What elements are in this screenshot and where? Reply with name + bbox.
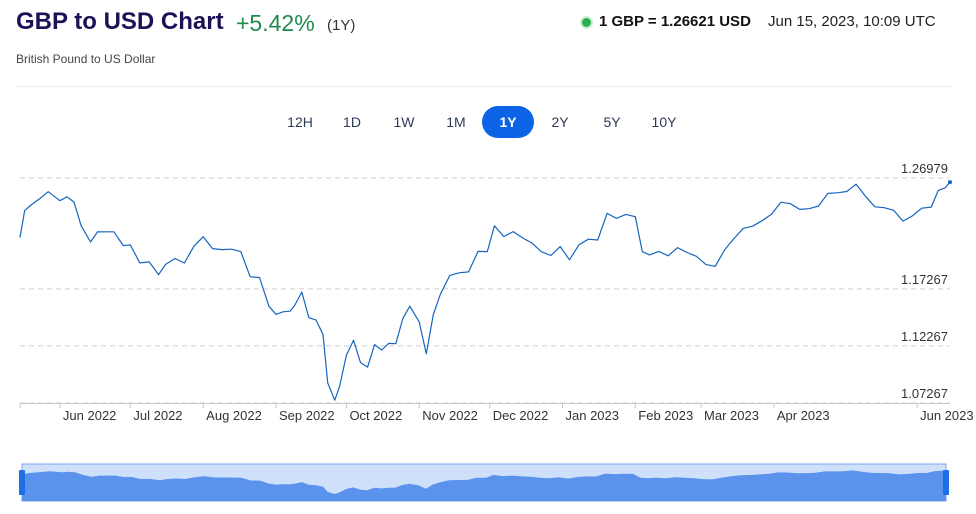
rate-timestamp: Jun 15, 2023, 10:09 UTC (768, 13, 936, 30)
x-tick-label: Jan 2023 (566, 408, 620, 423)
header-divider (16, 86, 954, 87)
x-tick-label: Jul 2022 (133, 408, 182, 423)
x-tick-label: Apr 2023 (777, 408, 830, 423)
y-tick-label: 1.12267 (901, 329, 948, 344)
live-status-icon (582, 18, 591, 27)
range-button-10y[interactable]: 10Y (651, 114, 677, 130)
x-tick-label: Sep 2022 (279, 408, 335, 423)
series-line (19, 181, 951, 401)
x-tick-label: Aug 2022 (206, 408, 262, 423)
x-tick-label: Dec 2022 (493, 408, 549, 423)
current-rate: 1 GBP = 1.26621 USD (599, 13, 751, 30)
navigator-left-handle[interactable] (19, 470, 25, 495)
x-tick-label: Jun 2023 (920, 408, 974, 423)
range-button-5y[interactable]: 5Y (603, 114, 621, 130)
x-tick-label: Jun 2022 (63, 408, 116, 423)
navigator-series-area (22, 470, 946, 501)
y-tick-label: 1.26979 (901, 161, 948, 176)
x-tick-label: Nov 2022 (422, 408, 478, 423)
x-tick-label: Feb 2023 (638, 408, 693, 423)
page-subtitle: British Pound to US Dollar (16, 52, 156, 66)
y-tick-label: 1.17267 (901, 272, 948, 287)
navigator-right-handle[interactable] (943, 470, 949, 495)
page-title: GBP to USD Chart (16, 8, 224, 35)
range-button-1m[interactable]: 1M (446, 114, 466, 130)
x-tick-label: Mar 2023 (704, 408, 759, 423)
x-tick-label: Oct 2022 (349, 408, 402, 423)
y-tick-label: 1.07267 (901, 386, 948, 401)
range-button-1y[interactable]: 1Y (482, 106, 534, 138)
range-selector: 12H 1D 1W 1M 1Y 2Y 5Y 10Y (274, 106, 690, 138)
range-button-12h[interactable]: 12H (287, 114, 313, 130)
change-percent: +5.42% (236, 10, 315, 36)
last-point-marker (948, 180, 952, 185)
range-button-1d[interactable]: 1D (343, 114, 361, 130)
change-period: (1Y) (327, 17, 356, 34)
range-button-2y[interactable]: 2Y (551, 114, 569, 130)
range-button-1w[interactable]: 1W (393, 114, 415, 130)
